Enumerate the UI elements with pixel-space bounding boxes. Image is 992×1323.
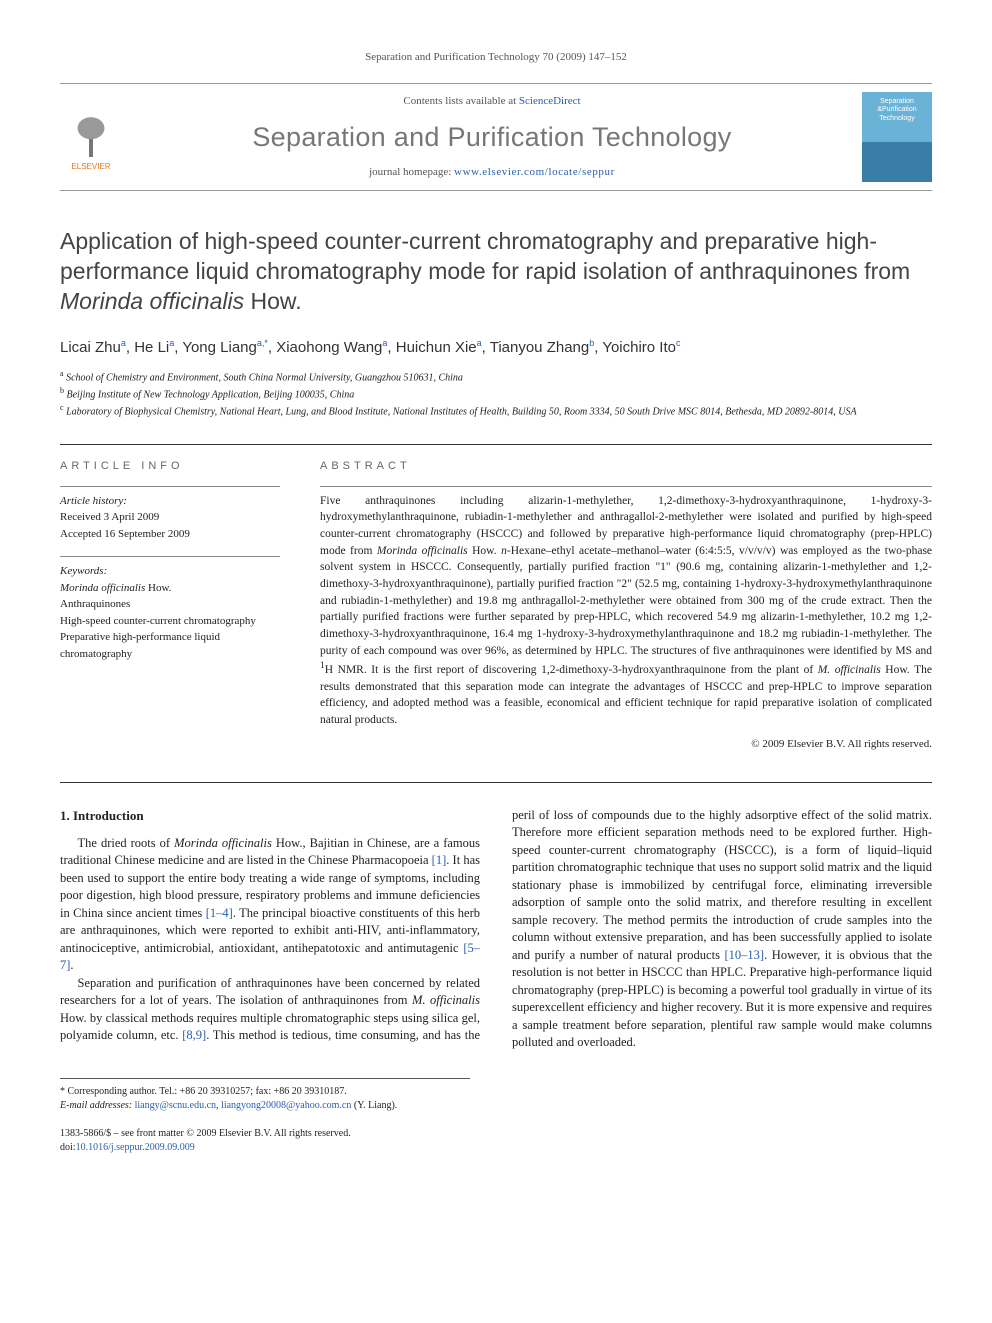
abstract-label: abstract — [320, 459, 932, 474]
contents-prefix: Contents lists available at — [403, 95, 518, 107]
email-label: E-mail addresses: — [60, 1100, 132, 1111]
corr-marker: * — [60, 1086, 65, 1097]
corr-email-1[interactable]: liangy@scnu.edu.cn — [135, 1100, 216, 1111]
footer-meta: 1383-5866/$ – see front matter © 2009 El… — [60, 1127, 932, 1155]
section-heading-introduction: 1. Introduction — [60, 807, 480, 825]
affiliations: a School of Chemistry and Environment, S… — [60, 368, 932, 420]
accepted-date: Accepted 16 September 2009 — [60, 526, 280, 543]
homepage-prefix: journal homepage: — [369, 166, 454, 178]
doi-label: doi: — [60, 1142, 76, 1153]
affiliation-b: b Beijing Institute of New Technology Ap… — [60, 385, 932, 402]
affiliation-a: a School of Chemistry and Environment, S… — [60, 368, 932, 385]
history-label: Article history: — [60, 493, 280, 510]
abstract-column: abstract Five anthraquinones including a… — [320, 459, 932, 752]
abstract-copyright: © 2009 Elsevier B.V. All rights reserved… — [320, 737, 932, 752]
elsevier-logo: ELSEVIER — [60, 101, 122, 173]
body-two-column: 1. Introduction The dried roots of Morin… — [60, 807, 932, 1052]
contents-available-line: Contents lists available at ScienceDirec… — [136, 94, 848, 109]
article-history: Article history: Received 3 April 2009 A… — [60, 486, 280, 543]
doi-link[interactable]: 10.1016/j.seppur.2009.09.009 — [76, 1142, 195, 1153]
running-head: Separation and Purification Technology 7… — [60, 50, 932, 65]
keyword-1: Morinda officinalis How. — [60, 582, 171, 594]
keyword-2: Anthraquinones — [60, 598, 130, 610]
keywords-label: Keywords: — [60, 563, 280, 580]
keyword-3: High-speed counter-current chromatograph… — [60, 615, 256, 627]
abstract-text: Five anthraquinones including alizarin-1… — [320, 486, 932, 729]
intro-para-1: The dried roots of Morinda officinalis H… — [60, 835, 480, 975]
article-info-label: article info — [60, 459, 280, 474]
journal-homepage-line: journal homepage: www.elsevier.com/locat… — [136, 165, 848, 180]
section-divider — [60, 782, 932, 783]
keyword-4: Preparative high-performance liquid chro… — [60, 631, 220, 660]
journal-masthead: ELSEVIER Contents lists available at Sci… — [60, 83, 932, 191]
journal-title: Separation and Purification Technology — [136, 119, 848, 155]
keywords-block: Keywords: Morinda officinalis How. Anthr… — [60, 556, 280, 662]
corr-email-2[interactable]: liangyong20008@yahoo.com.cn — [221, 1100, 351, 1111]
journal-cover-thumb: Separation &Purification Technology — [862, 92, 932, 182]
publisher-name: ELSEVIER — [71, 162, 110, 173]
received-date: Received 3 April 2009 — [60, 509, 280, 526]
elsevier-tree-icon — [67, 110, 115, 162]
article-info-column: article info Article history: Received 3… — [60, 459, 280, 752]
article-title: Application of high-speed counter-curren… — [60, 227, 932, 317]
author-list: Licai Zhua, He Lia, Yong Lianga,*, Xiaoh… — [60, 337, 932, 358]
corr-label: Corresponding author. Tel.: +86 20 39310… — [68, 1086, 347, 1097]
corr-who: (Y. Liang). — [354, 1100, 397, 1111]
cover-line-2: &Purification — [877, 106, 916, 114]
affiliation-c: c Laboratory of Biophysical Chemistry, N… — [60, 402, 932, 419]
corresponding-author-footnote: * Corresponding author. Tel.: +86 20 393… — [60, 1078, 470, 1113]
cover-line-1: Separation — [880, 98, 914, 106]
journal-homepage-link[interactable]: www.elsevier.com/locate/seppur — [454, 166, 615, 178]
sciencedirect-link[interactable]: ScienceDirect — [519, 95, 581, 107]
issn-line: 1383-5866/$ – see front matter © 2009 El… — [60, 1127, 932, 1141]
cover-line-3: Technology — [879, 115, 914, 123]
